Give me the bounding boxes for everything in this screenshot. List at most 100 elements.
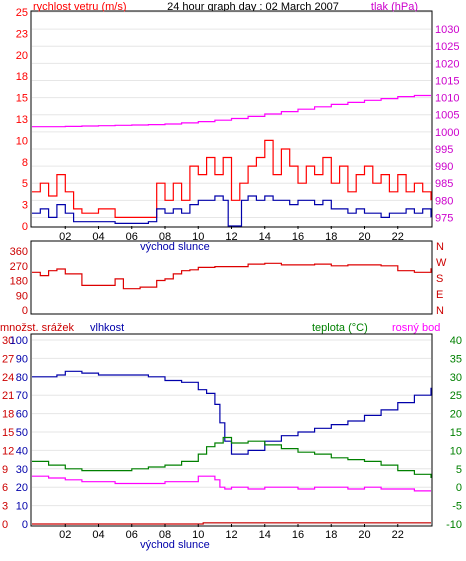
pressure-axis-tick: 995 — [435, 144, 453, 156]
series-line-wind-direction — [32, 262, 432, 290]
x-tick-label: 14 — [259, 529, 271, 541]
humidity-axis-tick: 100 — [10, 335, 28, 347]
pressure-axis-tick: 980 — [435, 195, 453, 207]
x-tick-label: 04 — [92, 529, 104, 541]
series-line-teplota — [32, 436, 432, 478]
x-tick-label: 08 — [159, 231, 171, 243]
wind-axis-tick: 10 — [16, 135, 28, 147]
wind-axis-label: rychlost vetru (m/s) — [33, 1, 127, 13]
direction-axis-tick: 90 — [16, 290, 28, 302]
pressure-axis-tick: 1000 — [435, 127, 459, 139]
direction-axis-tick: 360 — [10, 246, 28, 258]
x-tick-label: 14 — [259, 231, 271, 243]
temperature-axis-tick: 5 — [456, 464, 462, 476]
x-tick-label: 20 — [358, 529, 370, 541]
x-tick-label: 06 — [126, 529, 138, 541]
x-tick-label: 18 — [325, 529, 337, 541]
humidity-axis-tick: 80 — [16, 372, 28, 384]
direction-axis-tick: 270 — [10, 261, 28, 273]
x-tick-label: 04 — [92, 231, 104, 243]
humidity-axis-tick: 60 — [16, 409, 28, 421]
wind-axis-tick: 3 — [22, 200, 28, 212]
sunrise-label: východ slunce — [140, 539, 210, 551]
wind-axis-tick: 18 — [16, 71, 28, 83]
rain-axis-tick: 27 — [2, 353, 14, 365]
x-tick-label: 02 — [59, 231, 71, 243]
compass-label: N — [436, 305, 444, 317]
x-tick-label: 10 — [192, 529, 204, 541]
pressure-axis-tick: 990 — [435, 161, 453, 173]
compass-label: S — [436, 273, 443, 285]
tick-labels: 0358101315182023259759809859909951000100… — [2, 7, 462, 551]
humidity-axis-tick: 0 — [22, 519, 28, 531]
series-lines — [32, 94, 432, 525]
x-tick-label: 20 — [358, 231, 370, 243]
compass-label: E — [436, 289, 443, 301]
x-tick-label: 12 — [225, 529, 237, 541]
series-line-pressure — [32, 94, 431, 128]
x-tick-label: 06 — [126, 231, 138, 243]
temperature-axis-tick: 15 — [450, 427, 462, 439]
x-tick-label: 16 — [292, 231, 304, 243]
pressure-axis-tick: 1010 — [435, 93, 459, 105]
series-line-avg-wind — [32, 195, 432, 227]
pressure-axis-tick: 1005 — [435, 110, 459, 122]
x-tick-label: 16 — [292, 529, 304, 541]
chart-title: 24 hour graph day : 02 March 2007 — [167, 1, 339, 13]
rain-label: množst. srážek — [0, 322, 74, 334]
temperature-axis-tick: 20 — [450, 409, 462, 421]
humidity-temperature-panel — [30, 333, 433, 527]
humidity-axis-tick: 50 — [16, 427, 28, 439]
rain-axis-tick: 9 — [2, 464, 8, 476]
humidity-axis-tick: 70 — [16, 390, 28, 402]
series-line-vlhkost — [32, 370, 432, 455]
wind-axis-tick: 5 — [22, 178, 28, 190]
pressure-axis-tick: 1025 — [435, 41, 459, 53]
wind-axis-tick: 0 — [22, 221, 28, 233]
rain-axis-tick: 30 — [2, 335, 14, 347]
wind-axis-tick: 8 — [22, 157, 28, 169]
wind-direction-panel — [30, 240, 433, 315]
direction-axis-tick: 180 — [10, 276, 28, 288]
rain-axis-tick: 15 — [2, 427, 14, 439]
temperature-axis-tick: -10 — [446, 519, 462, 531]
rain-axis-tick: 21 — [2, 390, 14, 402]
wind-axis-tick: 13 — [16, 114, 28, 126]
humidity-label: vlhkost — [90, 322, 124, 334]
dew-point-label: rosný bod — [392, 322, 440, 334]
pressure-axis-label: tlak (hPa) — [371, 1, 418, 13]
compass-label: W — [436, 257, 447, 269]
humidity-axis-tick: 40 — [16, 445, 28, 457]
pressure-axis-tick: 1020 — [435, 58, 459, 70]
x-tick-label: 02 — [59, 529, 71, 541]
pressure-axis-tick: 985 — [435, 178, 453, 190]
x-tick-label: 08 — [159, 529, 171, 541]
rain-axis-tick: 0 — [2, 519, 8, 531]
x-tick-label: 22 — [392, 529, 404, 541]
temperature-axis-tick: 35 — [450, 353, 462, 365]
rain-axis-tick: 12 — [2, 445, 14, 457]
temperature-axis-tick: -5 — [452, 501, 462, 513]
rain-axis-tick: 18 — [2, 409, 14, 421]
pressure-axis-tick: 1030 — [435, 24, 459, 36]
wind-pressure-grid — [32, 11, 431, 218]
wind-axis-tick: 20 — [16, 50, 28, 62]
series-line-gusts — [32, 139, 432, 218]
x-tick-label: 18 — [325, 231, 337, 243]
series-line-mnost — [32, 522, 431, 525]
pressure-axis-tick: 975 — [435, 212, 453, 224]
x-tick-label: 22 — [392, 231, 404, 243]
temperature-axis-tick: 30 — [450, 372, 462, 384]
pressure-axis-tick: 1015 — [435, 75, 459, 87]
x-tick-label: 12 — [225, 231, 237, 243]
wind-axis-tick: 25 — [16, 7, 28, 19]
x-tick-label: 10 — [192, 231, 204, 243]
rain-axis-tick: 6 — [2, 482, 8, 494]
temperature-label: teplota (°C) — [312, 322, 368, 334]
humidity-axis-tick: 20 — [16, 482, 28, 494]
rain-axis-tick: 3 — [2, 501, 8, 513]
humidity-axis-tick: 90 — [16, 353, 28, 365]
humidity-axis-tick: 10 — [16, 501, 28, 513]
wind-axis-tick: 15 — [16, 93, 28, 105]
